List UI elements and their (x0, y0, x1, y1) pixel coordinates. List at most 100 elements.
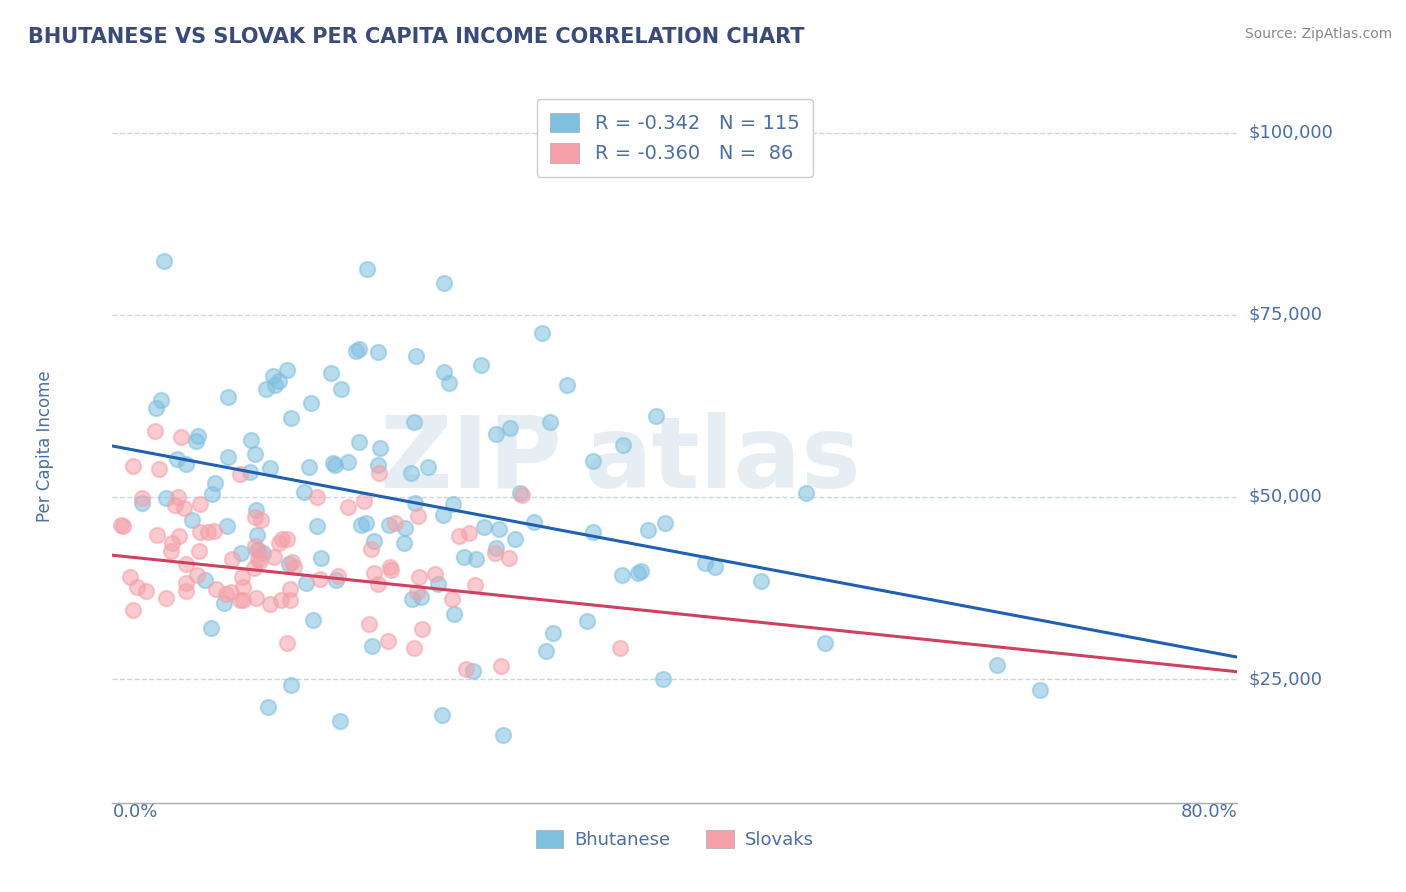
Point (280, 678, 302, 692)
Point (406, 509, 429, 524)
Point (173, 501, 195, 516)
Point (363, 566, 385, 580)
Point (243, 539, 266, 553)
Point (292, 484, 315, 499)
Point (472, 520, 495, 534)
Point (283, 560, 305, 574)
Point (380, 563, 402, 577)
Point (295, 575, 318, 590)
Point (543, 625, 565, 640)
Text: $50,000: $50,000 (1249, 488, 1322, 506)
Text: ZIP: ZIP (380, 412, 562, 508)
Point (118, 570, 141, 584)
Point (194, 573, 217, 587)
Point (186, 567, 208, 582)
Point (325, 573, 347, 587)
Point (411, 622, 433, 636)
Point (174, 458, 197, 472)
Legend: Bhutanese, Slovaks: Bhutanese, Slovaks (527, 821, 823, 858)
Point (582, 454, 605, 468)
Point (363, 534, 385, 549)
Point (212, 596, 235, 610)
Point (254, 382, 277, 396)
Point (645, 409, 668, 423)
Point (402, 640, 425, 655)
Point (349, 434, 371, 449)
Point (215, 519, 238, 533)
Point (153, 254, 176, 268)
Point (405, 349, 427, 363)
Point (149, 393, 172, 408)
Point (986, 658, 1008, 673)
Point (269, 535, 291, 549)
Point (263, 550, 285, 565)
Point (202, 524, 225, 539)
Point (276, 532, 298, 546)
Point (219, 585, 242, 599)
Point (262, 368, 284, 383)
Point (204, 476, 226, 491)
Point (326, 569, 349, 583)
Point (378, 560, 401, 574)
Point (309, 551, 332, 566)
Point (367, 344, 389, 359)
Point (530, 326, 553, 340)
Point (492, 728, 515, 742)
Point (243, 447, 266, 461)
Point (232, 593, 254, 607)
Point (308, 572, 330, 586)
Point (449, 529, 471, 543)
Point (360, 541, 382, 556)
Point (221, 552, 243, 566)
Point (155, 491, 177, 505)
Text: atlas: atlas (585, 412, 862, 508)
Point (148, 461, 170, 475)
Point (250, 513, 273, 527)
Point (523, 516, 546, 530)
Point (612, 437, 634, 451)
Point (217, 390, 239, 404)
Text: $25,000: $25,000 (1249, 670, 1323, 688)
Point (121, 458, 143, 473)
Point (299, 395, 322, 409)
Point (187, 544, 209, 558)
Point (249, 554, 271, 568)
Point (367, 458, 389, 472)
Point (297, 460, 319, 475)
Text: Per Capita Income: Per Capita Income (37, 370, 53, 522)
Point (399, 467, 422, 481)
Point (280, 582, 302, 597)
Point (180, 513, 202, 527)
Point (377, 518, 399, 533)
Point (458, 525, 481, 540)
Point (360, 639, 382, 653)
Point (240, 433, 263, 447)
Point (307, 518, 329, 533)
Point (259, 461, 281, 475)
Point (392, 536, 415, 550)
Point (510, 488, 533, 502)
Point (269, 374, 291, 388)
Point (534, 644, 557, 658)
Point (243, 561, 266, 575)
Point (263, 377, 285, 392)
Point (464, 551, 486, 566)
Point (409, 591, 432, 605)
Point (215, 587, 238, 601)
Point (145, 527, 167, 541)
Point (187, 429, 209, 443)
Point (651, 672, 673, 686)
Point (257, 700, 280, 714)
Point (794, 486, 817, 500)
Point (498, 420, 520, 434)
Point (485, 541, 508, 556)
Point (231, 570, 253, 584)
Point (440, 592, 463, 607)
Point (430, 708, 453, 723)
Point (353, 494, 375, 508)
Point (637, 524, 659, 538)
Point (232, 580, 254, 594)
Point (131, 491, 153, 505)
Text: BHUTANESE VS SLOVAK PER CAPITA INCOME CORRELATION CHART: BHUTANESE VS SLOVAK PER CAPITA INCOME CO… (28, 27, 804, 46)
Point (229, 467, 252, 482)
